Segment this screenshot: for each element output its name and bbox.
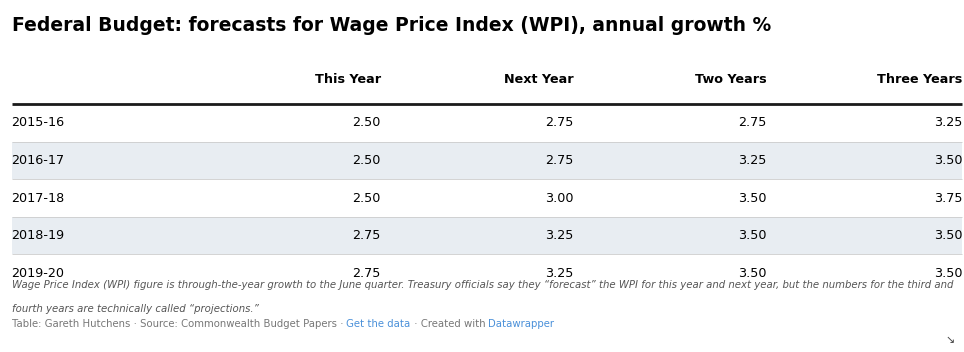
Text: 3.50: 3.50 xyxy=(933,229,962,242)
Text: 3.25: 3.25 xyxy=(546,229,574,242)
Text: 3.25: 3.25 xyxy=(738,154,766,167)
Text: 2019-20: 2019-20 xyxy=(12,267,65,280)
Text: Get the data: Get the data xyxy=(346,319,411,329)
Text: 2.50: 2.50 xyxy=(353,116,381,129)
Text: 3.00: 3.00 xyxy=(545,191,574,205)
Text: 2015-16: 2015-16 xyxy=(12,116,65,129)
Text: 3.50: 3.50 xyxy=(933,154,962,167)
Text: 2018-19: 2018-19 xyxy=(12,229,65,242)
Text: 2.75: 2.75 xyxy=(353,229,381,242)
Text: 2.50: 2.50 xyxy=(353,191,381,205)
Text: Federal Budget: forecasts for Wage Price Index (WPI), annual growth %: Federal Budget: forecasts for Wage Price… xyxy=(12,16,771,35)
Text: 2.75: 2.75 xyxy=(738,116,766,129)
Text: 3.25: 3.25 xyxy=(546,267,574,280)
Text: Two Years: Two Years xyxy=(695,73,766,86)
Text: Datawrapper: Datawrapper xyxy=(489,319,554,329)
Text: 3.50: 3.50 xyxy=(933,267,962,280)
Text: 2017-18: 2017-18 xyxy=(12,191,65,205)
Text: 3.50: 3.50 xyxy=(737,229,766,242)
Text: ↘: ↘ xyxy=(946,335,955,345)
Text: 2.75: 2.75 xyxy=(353,267,381,280)
Text: Wage Price Index (WPI) figure is through-the-year growth to the June quarter. Tr: Wage Price Index (WPI) figure is through… xyxy=(12,281,953,290)
Text: 2.75: 2.75 xyxy=(546,116,574,129)
Text: This Year: This Year xyxy=(314,73,381,86)
Text: 2.50: 2.50 xyxy=(353,154,381,167)
Text: Three Years: Three Years xyxy=(877,73,962,86)
Text: 3.75: 3.75 xyxy=(933,191,962,205)
Text: 3.50: 3.50 xyxy=(737,267,766,280)
Text: · Created with: · Created with xyxy=(411,319,489,329)
Text: Next Year: Next Year xyxy=(504,73,574,86)
Text: 2.75: 2.75 xyxy=(546,154,574,167)
Text: 2016-17: 2016-17 xyxy=(12,154,65,167)
Text: fourth years are technically called “projections.”: fourth years are technically called “pro… xyxy=(12,304,258,314)
Text: 3.25: 3.25 xyxy=(934,116,962,129)
Text: 3.50: 3.50 xyxy=(737,191,766,205)
Text: Table: Gareth Hutchens · Source: Commonwealth Budget Papers ·: Table: Gareth Hutchens · Source: Commonw… xyxy=(12,319,346,329)
